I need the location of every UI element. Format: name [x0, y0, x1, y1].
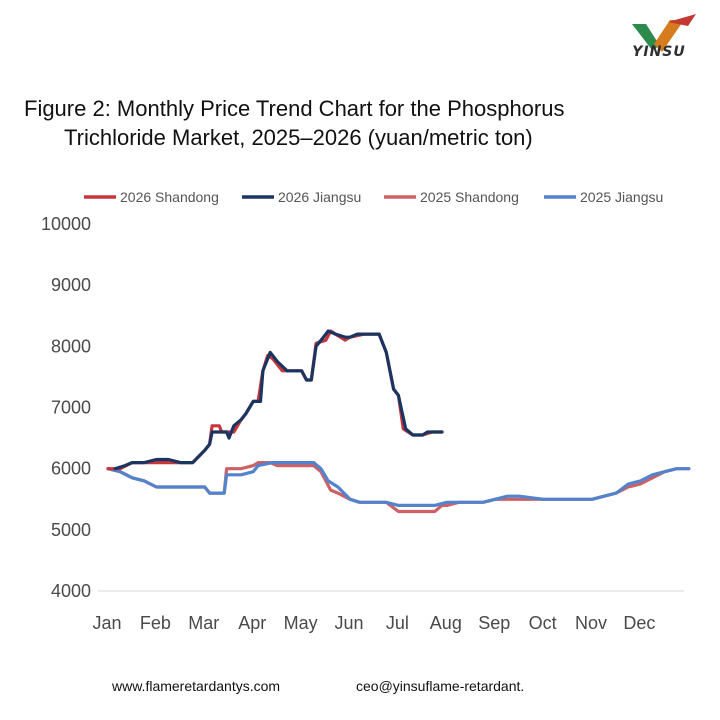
x-tick-label: May — [284, 613, 318, 633]
y-tick-label: 9000 — [51, 275, 91, 295]
footer-website: www.flameretardantys.com — [112, 678, 281, 694]
chart-title-line-1: Figure 2: Monthly Price Trend Chart for … — [24, 96, 565, 121]
legend-label: 2026 Shandong — [120, 189, 219, 205]
series-line-2026-shandong — [106, 329, 444, 471]
x-axis: Jan Feb Mar Apr May Jun Jul Aug Sep Oct Nov Dec — [92, 613, 655, 633]
yinsu-logo-icon — [632, 14, 696, 52]
x-tick-label: Jul — [386, 613, 409, 633]
chart-title-line-2: Trichloride Market, 2025–2026 (yuan/metr… — [64, 125, 533, 150]
x-tick-label: Feb — [140, 613, 171, 633]
y-tick-label: 4000 — [51, 581, 91, 601]
y-tick-label: 5000 — [51, 520, 91, 540]
x-tick-label: Mar — [188, 613, 219, 633]
price-trend-chart: 2026 Shandong 2026 Jiangsu 2025 Shandong 20… — [41, 189, 691, 633]
y-tick-label: 8000 — [51, 336, 91, 356]
x-tick-label: Aug — [430, 613, 462, 633]
series-line-2026-jiangsu — [113, 329, 444, 471]
y-tick-label: 10000 — [41, 214, 91, 234]
x-tick-label: Jan — [92, 613, 121, 633]
x-tick-label: Jun — [335, 613, 364, 633]
chart-legend: 2026 Shandong 2026 Jiangsu 2025 Shandong 20… — [84, 189, 663, 205]
x-tick-label: Nov — [575, 613, 607, 633]
legend-label: 2025 Jiangsu — [580, 189, 663, 205]
logo-text: YINSU — [632, 44, 686, 60]
x-tick-label: Sep — [478, 613, 510, 633]
x-tick-label: Apr — [238, 613, 266, 633]
y-tick-label: 7000 — [51, 398, 91, 418]
footer-email: ceo@yinsuflame-retardant. — [356, 678, 525, 694]
legend-label: 2025 Shandong — [420, 189, 519, 205]
y-tick-label: 6000 — [51, 459, 91, 479]
y-axis: 4000 5000 6000 7000 8000 9000 10000 — [41, 214, 91, 601]
series-line-2025-jiangsu — [106, 461, 691, 507]
chart-series — [106, 329, 691, 514]
x-tick-label: Dec — [623, 613, 655, 633]
x-tick-label: Oct — [529, 613, 557, 633]
legend-label: 2026 Jiangsu — [278, 189, 361, 205]
